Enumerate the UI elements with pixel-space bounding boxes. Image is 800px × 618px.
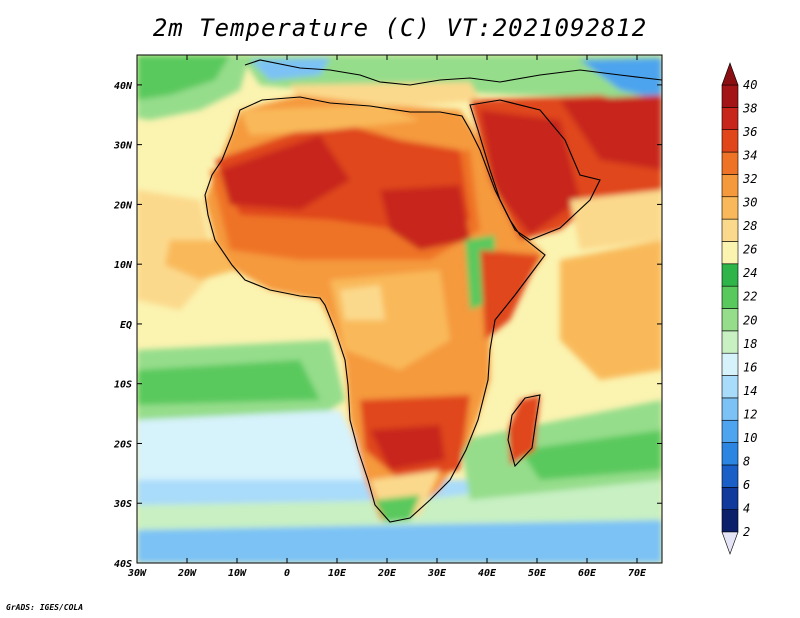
lon-tick-label: 60E <box>578 568 597 579</box>
colorbar-label: 18 <box>743 337 757 351</box>
colorbar-label: 14 <box>743 384 757 398</box>
temperature-field <box>137 55 662 563</box>
sahara-core <box>220 135 350 210</box>
colorbar-label: 40 <box>743 78 757 92</box>
colorbar-swatch <box>721 151 739 175</box>
arabian-sea <box>570 190 662 250</box>
colorbar-swatch <box>721 509 739 533</box>
colorbar-swatch <box>721 174 739 198</box>
colorbar-label: 22 <box>743 290 757 304</box>
arabia-coastline <box>469 99 601 241</box>
colorbar-label: 30 <box>742 196 757 210</box>
colorbar-swatch <box>721 397 739 421</box>
colorbar-swatch <box>721 129 739 153</box>
colorbar-swatch <box>721 84 739 108</box>
longitude-labels: 30W 20W 10W 0 10E 20E 30E 40E 50E 60E 70E <box>127 568 647 579</box>
colorbar-label: 10 <box>743 431 757 445</box>
lon-tick-label: 30E <box>427 568 447 579</box>
guinea-warm <box>165 240 235 280</box>
credit-text: GrADS: IGES/COLA <box>6 603 84 612</box>
lat-tick-label: 10N <box>114 260 133 271</box>
lat-tick-label: 30S <box>113 499 132 510</box>
colorbar-swatch <box>721 464 739 488</box>
coastlines <box>204 59 662 523</box>
lat-tick-label: 30N <box>113 141 133 152</box>
colorbar-swatch <box>721 263 739 287</box>
colorbar-swatch <box>721 285 739 309</box>
lon-tick-label: 30W <box>127 568 147 579</box>
plot-frame <box>136 54 663 564</box>
africa-coastline <box>204 96 546 523</box>
lon-tick-label: 0 <box>284 568 290 579</box>
southern-ocean-deep <box>137 520 662 563</box>
north-atlantic-green <box>137 55 230 100</box>
southern-ocean-band <box>137 470 662 530</box>
iran-hot <box>560 95 662 170</box>
lat-tick-label: 40N <box>114 81 133 92</box>
colorbar-swatch <box>721 419 739 443</box>
north-africa-coast <box>240 105 420 135</box>
cape-green <box>375 495 420 522</box>
europe-coastline <box>244 59 662 86</box>
east-africa-hot <box>480 250 540 340</box>
congo-green <box>340 285 385 320</box>
lat-tick-label: 20S <box>113 439 132 450</box>
colorbar-swatch <box>721 442 739 466</box>
colorbar-swatch <box>721 107 739 130</box>
colorbar-under-triangle <box>721 531 739 555</box>
lon-tick-label: 40E <box>478 568 497 579</box>
indian-ocean-warm <box>560 240 662 380</box>
lat-tick-label: 10S <box>114 380 132 391</box>
axis-ticks <box>136 55 662 564</box>
lat-tick-label: EQ <box>120 320 132 331</box>
colorbar-label: 4 <box>743 501 750 515</box>
colorbar-label: 8 <box>743 454 750 468</box>
lon-tick-label: 20E <box>377 568 397 579</box>
colorbar-label: 2 <box>743 525 750 539</box>
map-title: 2m Temperature (C) VT:2021092812 <box>152 14 648 42</box>
colorbar-label: 20 <box>743 313 757 327</box>
colorbar-over-triangle <box>721 62 739 86</box>
lon-tick-label: 10W <box>228 568 247 579</box>
colorbar-label: 34 <box>742 149 757 163</box>
indian-ocean-green2 <box>520 430 662 480</box>
colorbar-label: 36 <box>742 125 757 139</box>
latitude-labels: 40N 30N 20N 10N EQ 10S 20S 30S 40S <box>113 81 133 570</box>
sudan-core <box>380 185 470 250</box>
colorbar-label: 38 <box>742 102 757 116</box>
madagascar-coastline <box>507 394 541 468</box>
lon-tick-label: 10E <box>328 568 347 579</box>
colorbar-swatch <box>721 486 739 510</box>
caucasus-blue <box>580 58 662 100</box>
lat-tick-label: 40S <box>114 559 132 570</box>
colorbar-swatch <box>721 308 739 332</box>
colorbar-label: 28 <box>743 219 757 233</box>
colorbar-swatch <box>721 196 739 220</box>
lon-tick-label: 50E <box>528 568 547 579</box>
colorbar-label: 32 <box>742 172 757 186</box>
colorbar-swatch <box>721 218 739 242</box>
lat-tick-label: 20N <box>113 200 133 211</box>
arabia-core <box>480 110 580 235</box>
europe-blue <box>250 58 330 80</box>
colorbar-swatch <box>721 375 739 399</box>
colorbar-label: 26 <box>743 243 757 257</box>
lon-tick-label: 20W <box>177 568 197 579</box>
southern-africa-core <box>370 425 445 470</box>
colorbar-label: 24 <box>743 266 757 280</box>
lon-tick-label: 70E <box>628 568 647 579</box>
colorbar-swatch <box>721 352 739 376</box>
colorbar-swatch <box>721 330 739 354</box>
south-atlantic-green2 <box>137 360 320 405</box>
colorbar-swatch <box>721 241 739 265</box>
colorbar-label: 16 <box>743 360 757 374</box>
colorbar-label: 12 <box>743 407 757 421</box>
colorbar-label: 6 <box>743 478 750 492</box>
